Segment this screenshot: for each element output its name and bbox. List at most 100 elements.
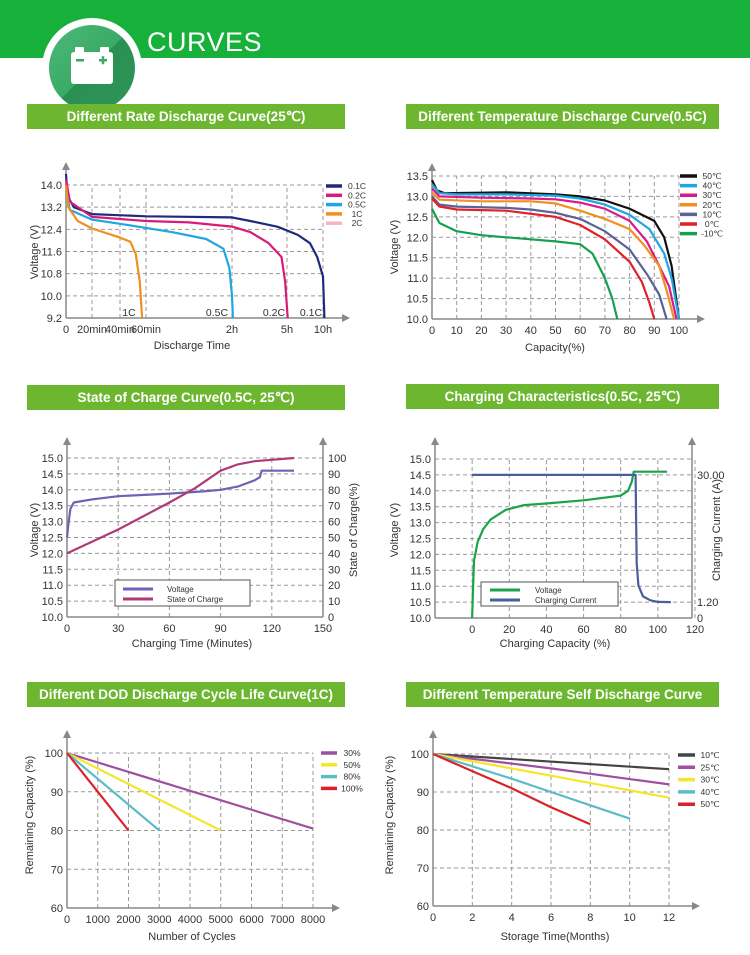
x-tick-label: 5000 <box>209 914 233 926</box>
x-tick-label: 5h <box>281 324 293 336</box>
y2-tick-label: 100 <box>328 453 346 465</box>
legend-label: Voltage <box>167 585 194 594</box>
chart-2: 10.0 10.5 11.0 11.5 12.0 12.5 13.0 13.5 14.0 14.5… <box>29 437 360 650</box>
x-tick-label: 70 <box>599 325 611 337</box>
x-tick-label: 2 <box>469 912 475 924</box>
y-axis-label: Voltage (V) <box>29 503 41 557</box>
chart-3: 10.0 10.5 11.0 11.5 12.0 12.5 13.0 13.5 14.0 14.5… <box>389 437 725 650</box>
x-axis-arrow-icon <box>692 902 700 910</box>
legend-label: 50℃ <box>702 171 721 181</box>
series-line-1 <box>66 456 295 555</box>
y-tick-label: 11.5 <box>42 564 63 576</box>
legend-box <box>114 579 251 607</box>
y2-tick-label: 0 <box>697 613 703 625</box>
x-axis-label: Capacity(%) <box>525 342 585 354</box>
x-tick-label: 4 <box>509 912 515 924</box>
y-axis-label: Voltage (V) <box>389 220 401 274</box>
x-tick-label: 6000 <box>239 914 263 926</box>
x-tick-label: 10 <box>451 325 463 337</box>
y-tick-label: 13.0 <box>410 518 431 530</box>
y-tick-label: 14.0 <box>410 486 431 498</box>
legend: 30% 50% 80%100% <box>321 748 363 793</box>
y2-tick-label: 90 <box>328 469 340 481</box>
chart-title-state-of-charge: State of Charge Curve(0.5C, 25℃) <box>27 385 345 410</box>
y-tick-label: 10.0 <box>42 612 63 624</box>
series-line-0 <box>65 469 294 538</box>
y-tick-label: 10.8 <box>41 269 62 281</box>
x-tick-label: 30 <box>500 325 512 337</box>
y-axis-label: Remaining Capacity (%) <box>384 756 396 875</box>
x-tick-label: 7000 <box>270 914 294 926</box>
battery-icon <box>49 25 135 111</box>
legend-label: 30℃ <box>700 775 719 785</box>
x-axis-label: Storage Time(Months) <box>501 931 610 943</box>
x-tick-label: 8000 <box>301 914 325 926</box>
x-tick-label: 100 <box>649 624 667 636</box>
legend-label: Voltage <box>535 586 562 595</box>
series-line-1 <box>432 752 670 786</box>
series-line-3 <box>432 752 631 820</box>
y-tick-label: 80 <box>51 826 63 838</box>
y-axis-arrow-icon <box>431 437 439 445</box>
x-tick-label: 12 <box>663 912 675 924</box>
y-tick-label: 80 <box>417 825 429 837</box>
y2-tick-label: 20 <box>328 580 340 592</box>
series-line-6 <box>431 208 619 320</box>
y2-tick-label: 80 <box>328 485 340 497</box>
x-tick-label: 60min <box>131 324 161 336</box>
y-axis-arrow-icon <box>428 163 436 171</box>
x-axis-arrow-icon <box>342 314 350 322</box>
y-tick-label: 100 <box>411 749 429 761</box>
legend-label: 0.5C <box>348 200 366 210</box>
y-axis-arrow-icon <box>429 730 437 738</box>
x-tick-label: 10h <box>314 324 332 336</box>
x-tick-label: 3000 <box>147 914 171 926</box>
y2-tick-label: 70 <box>328 501 340 513</box>
x-axis-arrow-icon <box>332 904 340 912</box>
y-tick-label: 11.0 <box>407 273 428 285</box>
legend-label: 40℃ <box>700 787 719 797</box>
y-tick-label: 11.5 <box>410 565 431 577</box>
y2-axis-label: Charging Current (A) <box>711 479 723 581</box>
x-tick-label: 0 <box>64 623 70 635</box>
y-tick-label: 10.0 <box>41 291 62 303</box>
y-axis-arrow-icon <box>62 162 70 170</box>
x-tick-label: 20min <box>77 324 107 336</box>
x-tick-label: 150 <box>314 623 332 635</box>
x-axis-label: Charging Capacity (%) <box>500 638 611 650</box>
series-line-3 <box>66 752 130 832</box>
legend-label: 50% <box>343 760 360 770</box>
y-tick-label: 13.5 <box>407 171 428 183</box>
x-tick-label: 50 <box>549 325 561 337</box>
series-line-0 <box>66 751 314 830</box>
y-tick-label: 9.2 <box>47 313 62 325</box>
y2-axis-arrow-icon <box>319 437 327 445</box>
x-tick-label: 2h <box>226 324 238 336</box>
battery-badge <box>42 18 142 118</box>
y-tick-label: 10.0 <box>410 613 431 625</box>
y2-tick-label: 1.20 <box>697 597 718 609</box>
series-line-2 <box>64 190 234 319</box>
y-tick-label: 14.5 <box>42 469 63 481</box>
legend-label: 10℃ <box>702 209 721 219</box>
y-tick-label: 13.5 <box>410 502 431 514</box>
x-tick-label: 0 <box>63 324 69 336</box>
x-axis-label: Discharge Time <box>154 340 230 352</box>
series-line-2 <box>432 752 670 799</box>
legend-label: 80% <box>343 772 360 782</box>
chart-5: 60 70 80 90 100 0 2 4 6 8 10 12 10℃ 25℃ 30℃ 40℃ 50℃ Stora… <box>384 730 720 943</box>
legend: 50℃40℃30℃20℃10℃0℃-10℃ <box>680 171 723 239</box>
series-line-1 <box>472 473 671 604</box>
series-line-5 <box>431 197 656 320</box>
x-tick-label: 120 <box>263 623 281 635</box>
x-tick-label: 0 <box>430 912 436 924</box>
curve-label: 0.2C <box>263 307 286 319</box>
y-tick-label: 14.0 <box>42 485 63 497</box>
x-tick-label: 60 <box>577 624 589 636</box>
y-tick-label: 14.5 <box>410 470 431 482</box>
y-tick-label: 60 <box>51 903 63 915</box>
x-tick-label: 20 <box>503 624 515 636</box>
y-tick-label: 11.0 <box>42 580 63 592</box>
